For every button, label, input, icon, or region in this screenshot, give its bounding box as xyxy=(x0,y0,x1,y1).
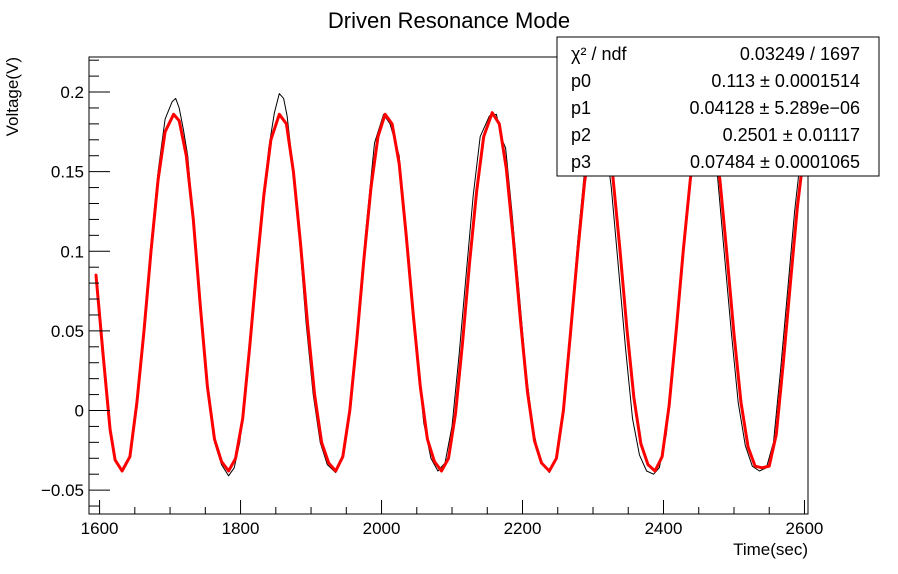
x-tick-label: 2200 xyxy=(504,519,542,538)
stat-value-p0: 0.113 ± 0.0001514 xyxy=(711,71,860,91)
y-tick-label: −0.05 xyxy=(41,481,84,500)
stats-box: χ² / ndf 0.03249 / 1697 p0 0.113 ± 0.000… xyxy=(556,36,880,177)
plot-frame xyxy=(88,56,809,515)
y-axis-label: Voltage(V) xyxy=(3,57,22,136)
stat-value-p2: 0.2501 ± 0.01117 xyxy=(723,125,860,145)
y-tick-label: 0.05 xyxy=(51,322,84,341)
x-tick-label: 2600 xyxy=(786,519,824,538)
stat-value-p1: 0.04128 ± 5.289e−06 xyxy=(689,98,860,118)
y-tick-label: 0 xyxy=(75,401,84,420)
stat-value-p3: 0.07484 ± 0.0001065 xyxy=(690,152,860,172)
x-tick-label: 1600 xyxy=(81,519,119,538)
stat-label-p0: p0 xyxy=(571,71,591,91)
x-tick-label: 2000 xyxy=(363,519,401,538)
y-tick-label: 0.2 xyxy=(60,83,84,102)
stat-label-p3: p3 xyxy=(571,152,591,172)
x-tick-label: 1800 xyxy=(222,519,260,538)
stat-value-chi2: 0.03249 / 1697 xyxy=(740,44,860,64)
axis-ticks: 1600 1800 2000 2200 2400 2600 −0.05 0 0.05 0.1 0.1… xyxy=(41,59,824,538)
stat-label-p2: p2 xyxy=(571,125,591,145)
stats-box-frame xyxy=(556,36,880,177)
stat-label-chi2: χ² / ndf xyxy=(571,44,627,64)
chart-title: Driven Resonance Mode xyxy=(328,8,570,33)
x-axis-label: Time(sec) xyxy=(733,540,808,559)
y-tick-label: 0.15 xyxy=(51,163,84,182)
stat-label-p1: p1 xyxy=(571,98,591,118)
y-tick-label: 0.1 xyxy=(60,242,84,261)
x-tick-label: 2400 xyxy=(645,519,683,538)
